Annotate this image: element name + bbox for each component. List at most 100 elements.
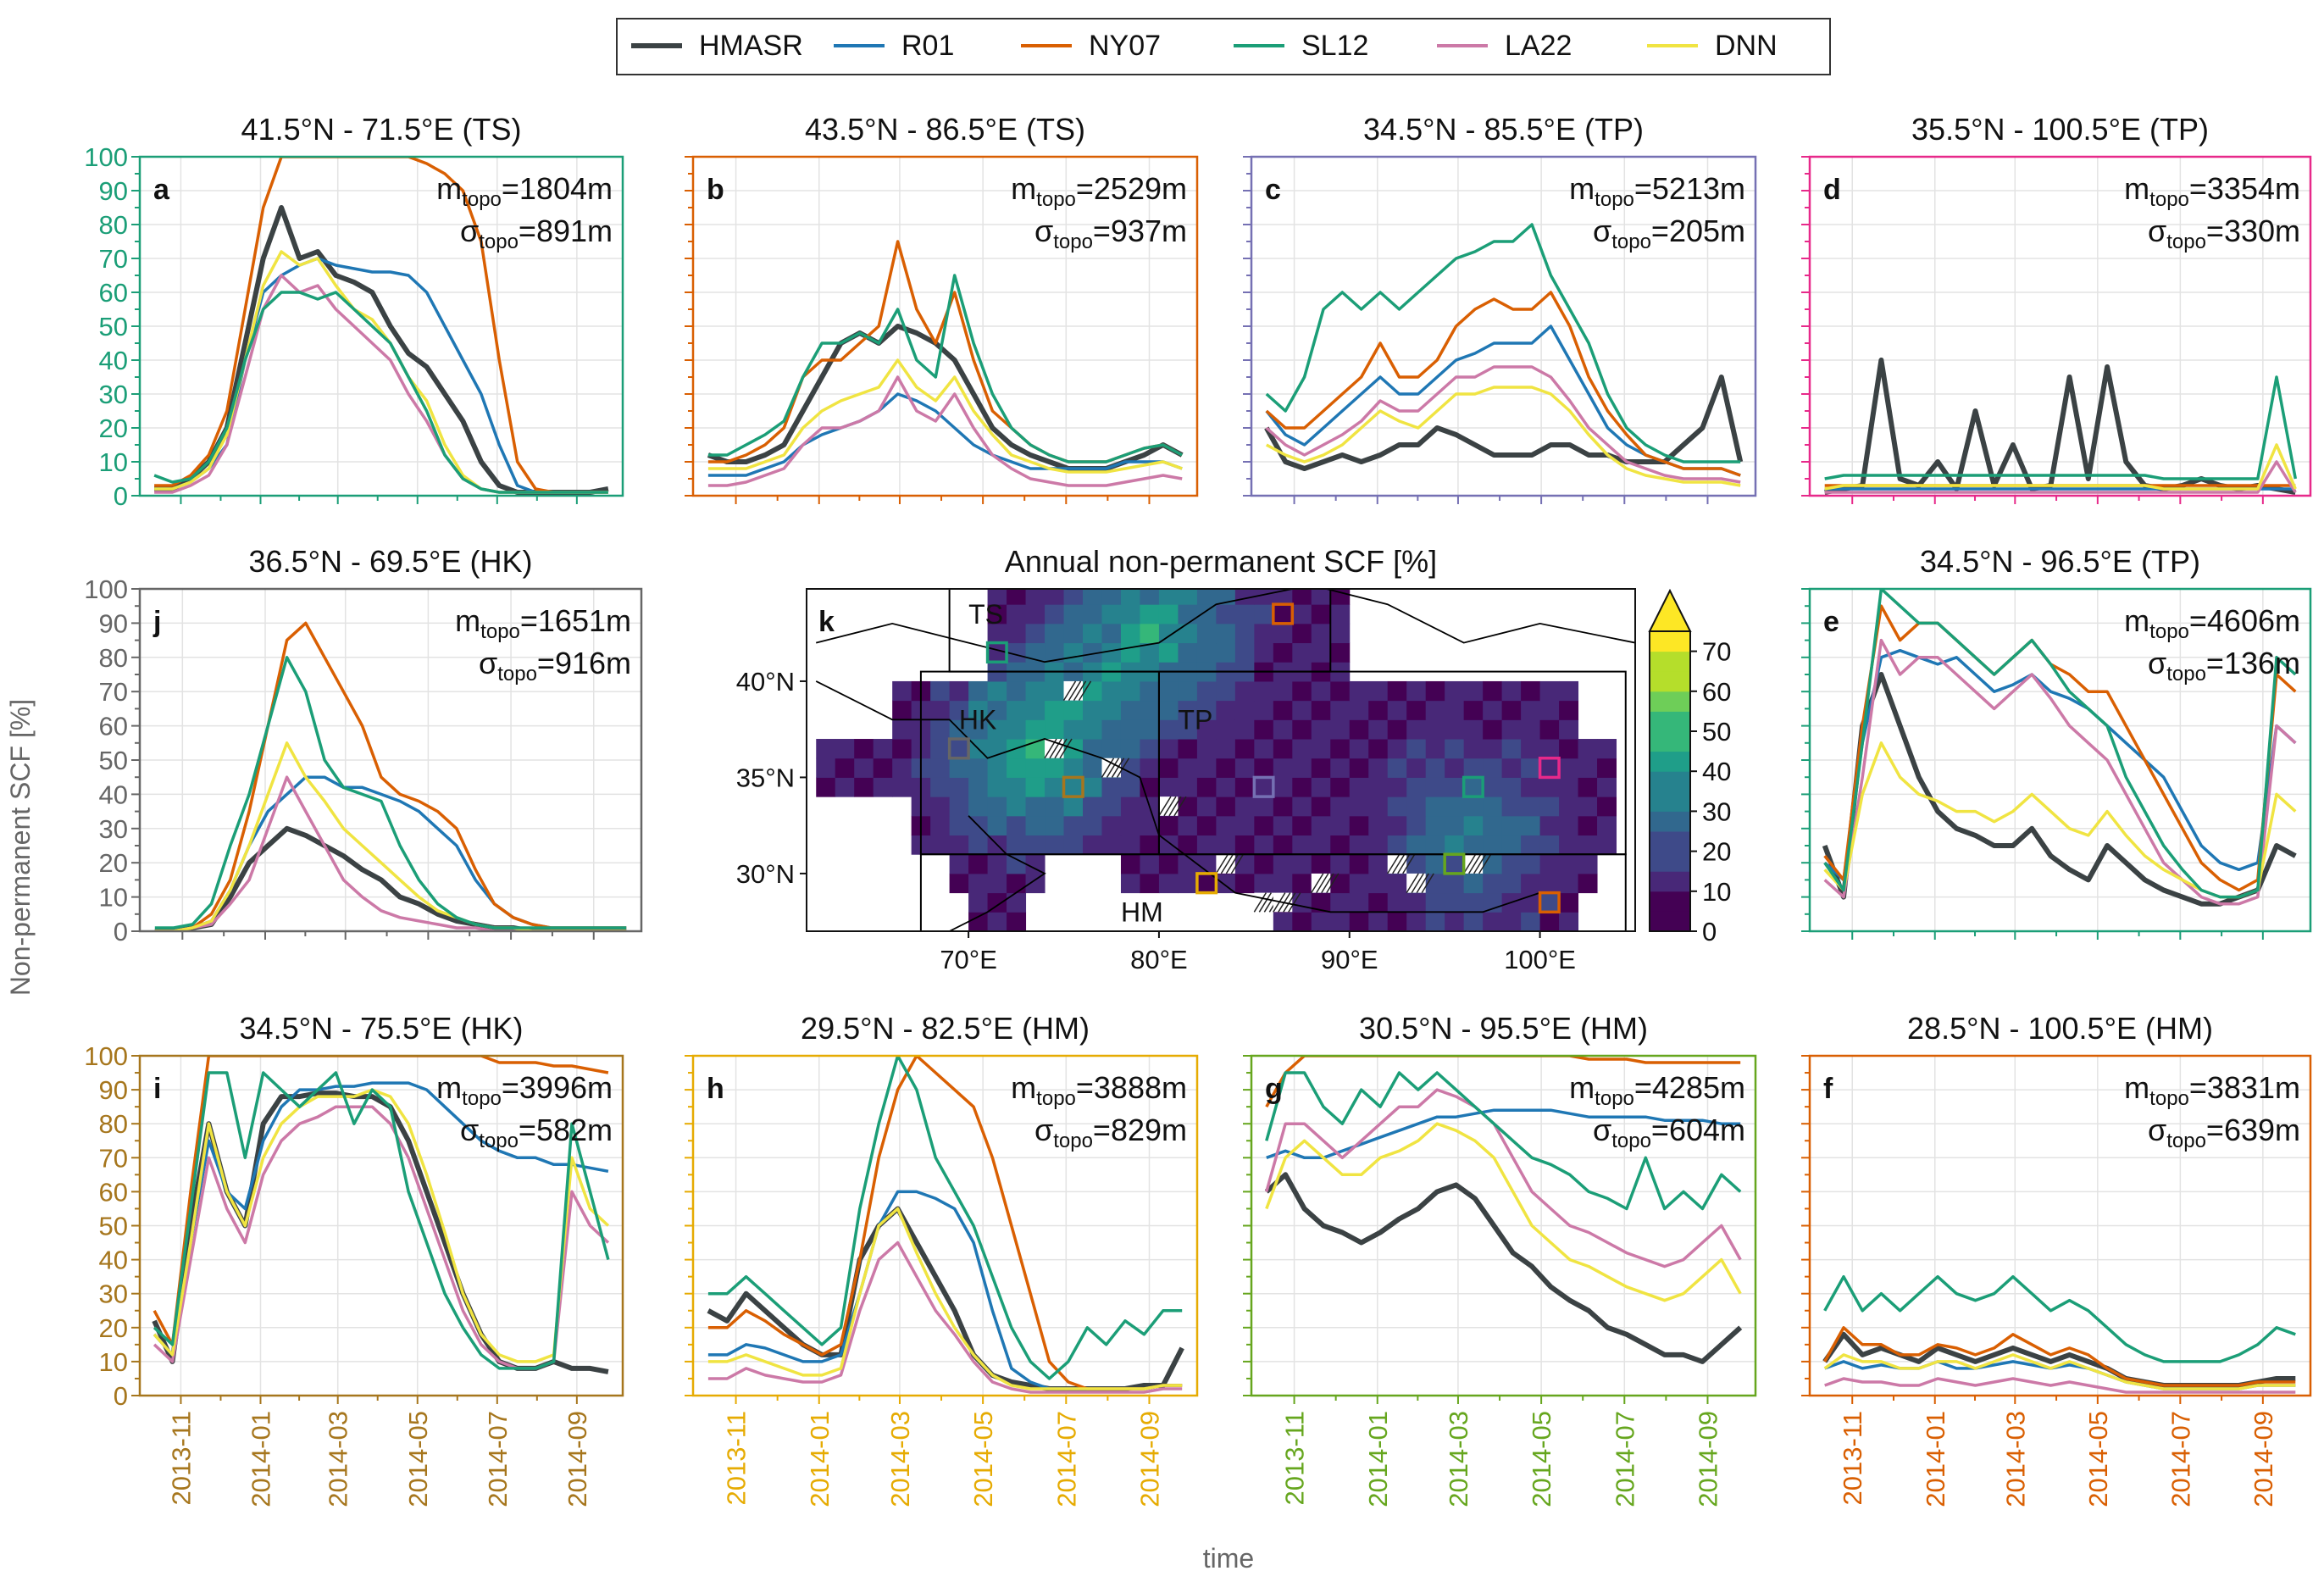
- x-tick-label: 2014-09: [1693, 1411, 1722, 1507]
- map-cell: [1083, 700, 1102, 720]
- y-tick-label: 10: [99, 1347, 128, 1377]
- hatch-line: [1220, 853, 1234, 874]
- map-cell: [892, 777, 912, 797]
- site-marker: [1195, 872, 1218, 895]
- panel-h: 29.5°N - 82.5°E (HM) 2013-11 2014-01 2014-0…: [685, 1011, 1199, 1507]
- x-tick-label: 2014-07: [1051, 1411, 1081, 1507]
- map-cell: [1234, 642, 1255, 663]
- panel-f: 28.5°N - 100.5°E (HM) 2013-11 2014-01 2014-…: [1801, 1011, 2312, 1507]
- hatch-line: [1311, 873, 1324, 894]
- x-tick-label: 2014-05: [2083, 1411, 2113, 1507]
- value: =3831m: [2189, 1070, 2300, 1105]
- site-marker: [1252, 775, 1275, 798]
- map-cell: [1330, 796, 1351, 817]
- map-cell: [1063, 835, 1084, 855]
- map-cell: [1445, 815, 1465, 836]
- map-cell: [1254, 623, 1274, 644]
- map-cell: [1463, 892, 1484, 913]
- map-cell: [1483, 739, 1503, 759]
- map-cell: [1445, 892, 1465, 913]
- map-cell: [1597, 777, 1617, 797]
- x-tick-label: 2014-03: [885, 1411, 915, 1507]
- series-line-sl12: [153, 1071, 610, 1370]
- hatch-line: [1163, 796, 1177, 817]
- map-cell: [892, 758, 912, 778]
- topo-mean-label: mtopo=4285m: [1569, 1070, 1745, 1110]
- topo-std-label: σtopo=136m: [2148, 646, 2300, 685]
- y-tick-label: 30: [99, 380, 128, 409]
- map-cell: [1521, 680, 1541, 702]
- map-cell: [949, 777, 969, 797]
- y-tick-label: 0: [114, 917, 128, 946]
- map-cell: [1045, 700, 1065, 720]
- map-cell: [1007, 623, 1027, 644]
- x-tick-label: 2014-09: [2249, 1411, 2278, 1507]
- series-line-sl12: [707, 274, 1184, 463]
- hatch-line: [1387, 853, 1401, 874]
- colorbar-step: [1650, 731, 1690, 752]
- map-cell: [1140, 873, 1160, 894]
- x-tick-label: 2014-01: [247, 1411, 276, 1507]
- panel-c: 34.5°N - 85.5°E (TP) c mtopo=5213mσtopo=20…: [1243, 112, 1757, 504]
- panel-series: [1264, 223, 1744, 487]
- map-cell: [1178, 796, 1198, 817]
- map-cell: [1140, 700, 1160, 720]
- series-line-hmasr: [707, 324, 1184, 471]
- panel-title: 41.5°N - 71.5°E (TS): [241, 112, 522, 147]
- map-cell: [1521, 719, 1541, 740]
- topo-mean-label: mtopo=1651m: [455, 603, 631, 643]
- series-line-la22: [1824, 1377, 2296, 1394]
- value: =4285m: [1634, 1070, 1745, 1105]
- panel-letter: g: [1265, 1073, 1283, 1105]
- map-cell: [1578, 835, 1598, 855]
- map-cell: [1463, 796, 1484, 817]
- map-cell: [968, 796, 989, 817]
- panel-letter: a: [153, 174, 170, 206]
- map-cell: [1120, 758, 1140, 778]
- map-cell: [1425, 892, 1445, 913]
- map-cell: [1521, 835, 1541, 855]
- map-cell: [1178, 758, 1198, 778]
- topo-mean-label: mtopo=5213m: [1569, 171, 1745, 211]
- map-cell: [1445, 700, 1465, 720]
- map-cell: [1387, 700, 1407, 720]
- map-cell: [1045, 680, 1065, 702]
- map-cell: [1578, 739, 1598, 759]
- map-cell: [987, 604, 1007, 624]
- map-cell: [1196, 700, 1217, 720]
- map-cell: [1559, 700, 1579, 720]
- subscript: topo: [480, 620, 520, 643]
- map-cell: [1292, 815, 1312, 836]
- map-cell: [1311, 854, 1331, 874]
- map-cell: [1501, 835, 1522, 855]
- map-cell: [1387, 912, 1407, 931]
- y-tick-label: 80: [99, 643, 128, 673]
- map-cell: [968, 680, 989, 702]
- map-cell: [1501, 758, 1522, 778]
- map-cell: [930, 758, 951, 778]
- hatch-line: [1073, 680, 1087, 702]
- map-cell: [1368, 835, 1389, 855]
- map-cell: [1196, 589, 1217, 605]
- panel-title: 28.5°N - 100.5°E (HM): [1907, 1011, 2213, 1046]
- map-cell: [987, 777, 1007, 797]
- map-cell: [1425, 796, 1445, 817]
- series-line-sl12: [707, 1056, 1183, 1380]
- y-tick-label: 40: [99, 346, 128, 375]
- map-cell: [1083, 835, 1102, 855]
- x-tick-label: 2014-01: [805, 1411, 835, 1507]
- map-cell: [1158, 680, 1179, 702]
- map-cell: [1501, 777, 1522, 797]
- hatch-line: [1215, 853, 1229, 874]
- panel-b: 43.5°N - 86.5°E (TS) b mtopo=2529mσtopo=93…: [685, 112, 1199, 504]
- site-marker: [1272, 602, 1295, 625]
- map-cell: [930, 796, 951, 817]
- map-cell: [1045, 777, 1065, 797]
- map-cell: [1539, 912, 1560, 931]
- map-cell: [1501, 796, 1522, 817]
- map-cell: [949, 815, 969, 836]
- map-cell: [892, 739, 912, 759]
- map-cell: [968, 835, 989, 855]
- map-cell: [1539, 700, 1560, 720]
- map-cell: [949, 854, 969, 874]
